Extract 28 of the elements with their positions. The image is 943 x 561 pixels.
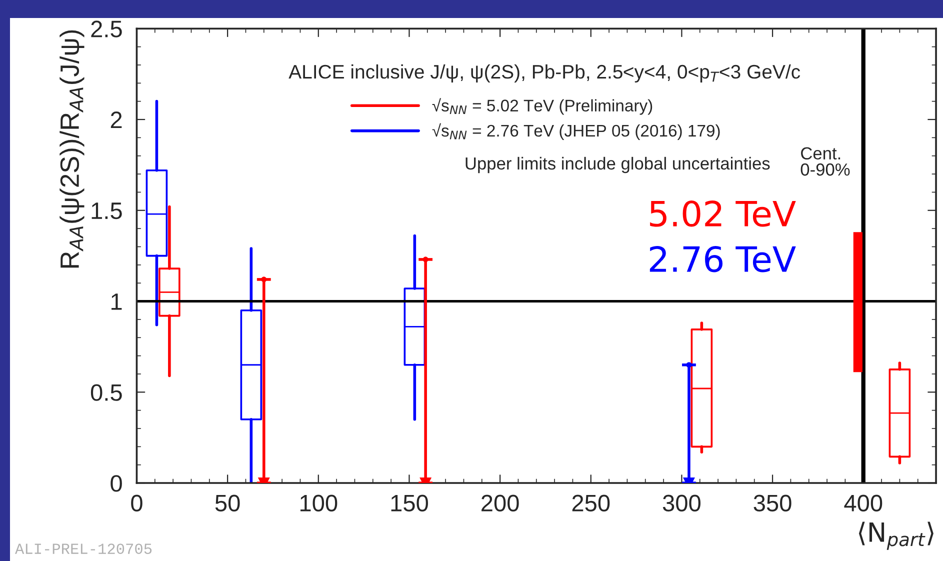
legend-label: √s$_{NN}$ = 2.76 TeV (JHEP 05 (2016) 179) (432, 123, 720, 140)
y-tick-label: 2.5 (91, 20, 122, 38)
x-axis-title: ⟨N$_{part}$⟩ (858, 522, 934, 550)
y-axis-title: R$_{AA}$(ψ(2S))/R$_{AA}$(J/ψ) (60, 30, 84, 268)
x-tick-label: 150 (391, 494, 428, 512)
x-tick-label: 250 (572, 494, 610, 512)
y-tick-label: 2 (110, 112, 122, 128)
x-tick-label: 200 (482, 494, 519, 512)
annotation: Upper limits include global uncertainties (466, 156, 770, 174)
x-tick-label: 300 (662, 494, 700, 512)
point (261, 276, 267, 282)
x-tick-label: 100 (300, 494, 338, 512)
x-tick-label: 400 (844, 494, 882, 512)
annotation: 2.76 TeV (650, 246, 796, 272)
y-tick-label: 0.5 (90, 384, 122, 401)
x-tick-label: 50 (215, 494, 240, 512)
annotation: 5.02 TeV (650, 200, 796, 227)
y-tick-label: 1.5 (92, 202, 122, 220)
text: ALI-PREL-120705 (15, 544, 152, 554)
annotation: ALICE inclusive J/ψ, ψ(2S), Pb-Pb, 2.5<y<4, 0<p$_{T}$<3 GeV/c (288, 64, 800, 83)
annotation: Cent. 0-90% (800, 147, 850, 176)
point (422, 256, 428, 262)
y-tick-label: 1 (112, 294, 122, 310)
legend-label: √s$_{NN}$ = 5.02 TeV (Preliminary) (432, 98, 652, 115)
x-tick-label: 350 (754, 494, 792, 512)
point (686, 362, 692, 368)
x-tick-label: 0 (131, 494, 142, 512)
y-tick-label: 0 (110, 475, 122, 492)
